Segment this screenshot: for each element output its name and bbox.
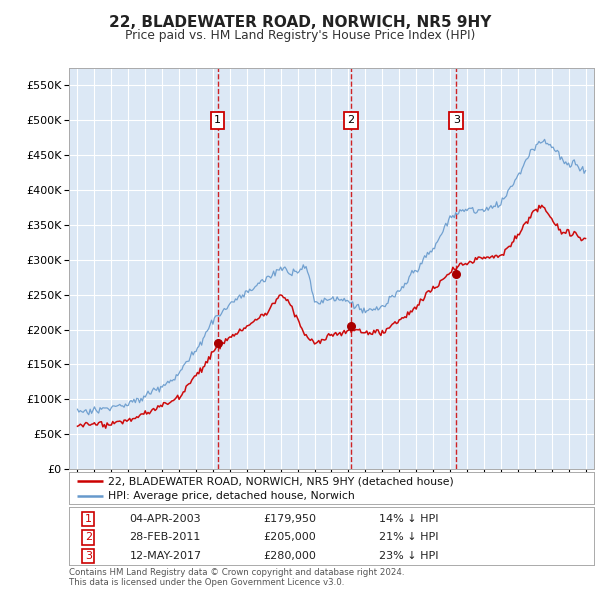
Text: £280,000: £280,000 [263,551,316,561]
Text: 1: 1 [214,115,221,125]
Text: 2: 2 [85,532,92,542]
Text: 04-APR-2003: 04-APR-2003 [130,514,201,524]
Text: £205,000: £205,000 [263,532,316,542]
Text: 21% ↓ HPI: 21% ↓ HPI [379,532,438,542]
Text: 1: 1 [85,514,92,524]
Text: 12-MAY-2017: 12-MAY-2017 [130,551,202,561]
Text: Contains HM Land Registry data © Crown copyright and database right 2024.
This d: Contains HM Land Registry data © Crown c… [69,568,404,587]
Text: 14% ↓ HPI: 14% ↓ HPI [379,514,438,524]
Text: 22, BLADEWATER ROAD, NORWICH, NR5 9HY: 22, BLADEWATER ROAD, NORWICH, NR5 9HY [109,15,491,30]
Text: 22, BLADEWATER ROAD, NORWICH, NR5 9HY (detached house): 22, BLADEWATER ROAD, NORWICH, NR5 9HY (d… [109,476,454,486]
Text: 28-FEB-2011: 28-FEB-2011 [130,532,201,542]
Text: 3: 3 [453,115,460,125]
Text: 23% ↓ HPI: 23% ↓ HPI [379,551,438,561]
Text: 2: 2 [347,115,355,125]
Text: £179,950: £179,950 [263,514,316,524]
Text: Price paid vs. HM Land Registry's House Price Index (HPI): Price paid vs. HM Land Registry's House … [125,29,475,42]
Text: HPI: Average price, detached house, Norwich: HPI: Average price, detached house, Norw… [109,491,355,502]
Text: 3: 3 [85,551,92,561]
